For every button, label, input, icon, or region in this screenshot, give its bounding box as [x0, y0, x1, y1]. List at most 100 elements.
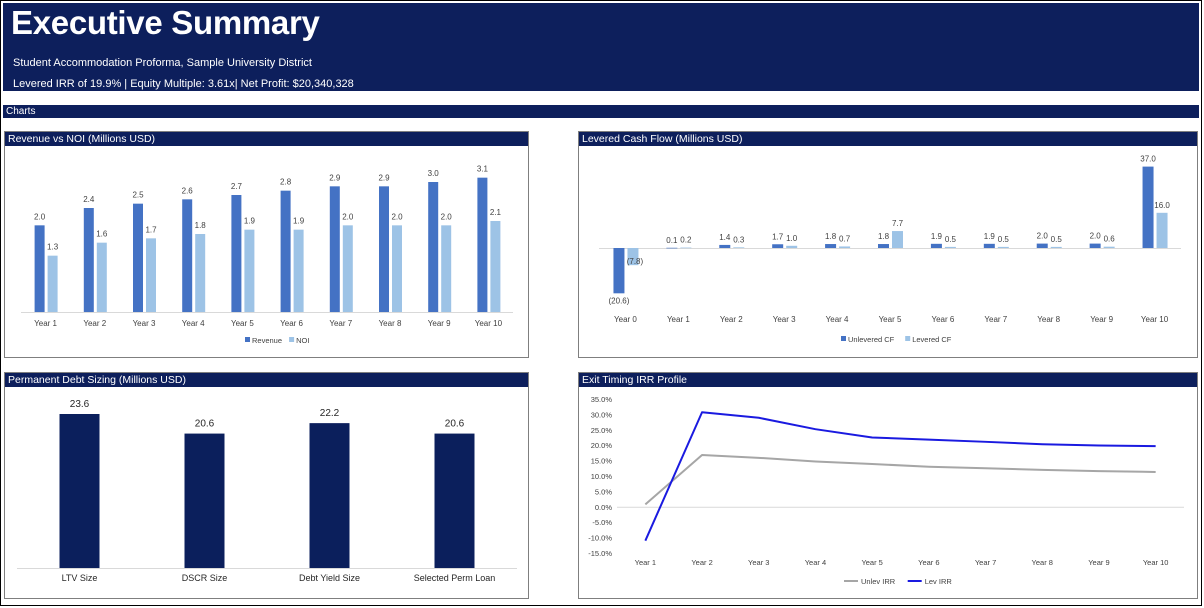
bar-unlevered-cf [983, 243, 995, 248]
data-label: 3.0 [428, 169, 440, 178]
x-tick-label: Year 5 [231, 319, 254, 328]
exit-irr-chart: 35.0% 30.0% 25.0% 20.0% 15.0% 10.0% 5.0% 0.0% -5… [588, 395, 1184, 586]
x-tick-label: Year 10 [475, 319, 503, 328]
legend-label: Revenue [252, 336, 282, 345]
header-banner: Executive Summary Student Accommodation … [3, 3, 1199, 91]
section-header-charts: Charts [3, 105, 1199, 118]
bar-unlevered-cf [719, 244, 731, 248]
x-tick-label: Year 10 [1141, 315, 1169, 324]
x-tick-label: Year 10 [1143, 558, 1169, 567]
data-label: 2.0 [1037, 232, 1049, 241]
bar-debt-size [309, 423, 350, 568]
x-tick-label: Year 8 [1032, 558, 1053, 567]
data-label: (20.6) [609, 296, 630, 305]
data-label: 2.9 [329, 173, 341, 182]
data-label: (7.8) [627, 257, 644, 266]
y-tick-label: 15.0% [591, 457, 613, 466]
legend-label: Levered CF [912, 335, 952, 344]
bar-revenue [428, 182, 439, 312]
levered-cash-flow-title: Levered Cash Flow (Millions USD) [579, 132, 1197, 146]
data-label: 1.7 [772, 232, 784, 241]
x-tick-label: Year 4 [805, 558, 826, 567]
y-tick-label: -15.0% [588, 549, 612, 558]
y-tick-label: 5.0% [595, 487, 612, 496]
legend-swatch [289, 337, 295, 342]
data-label: 0.5 [945, 235, 957, 244]
data-label: 1.9 [293, 217, 305, 226]
x-tick-label: LTV Size [62, 573, 98, 583]
data-label: 1.0 [786, 234, 798, 243]
bar-unlevered-cf [772, 244, 784, 248]
x-tick-label: Year 1 [667, 315, 690, 324]
bar-noi [146, 238, 156, 312]
bar-levered-cf [839, 246, 851, 248]
x-tick-label: DSCR Size [182, 573, 228, 583]
x-tick-label: Year 2 [720, 315, 743, 324]
x-tick-label: Year 0 [614, 315, 637, 324]
data-label: 1.9 [931, 232, 943, 241]
bar-levered-cf [892, 231, 903, 248]
x-tick-label: Year 7 [975, 558, 996, 567]
data-label: 2.9 [378, 173, 390, 182]
bar-levered-cf [680, 247, 692, 249]
data-label: 0.5 [1051, 235, 1063, 244]
data-label: 1.3 [47, 243, 59, 252]
bar-levered-cf [1156, 212, 1168, 248]
revenue-noi-chart: 2.0 1.3 Year 1 2.4 1.6 Year 2 2.5 1.7 Year 3 2.6 1… [21, 165, 513, 345]
x-tick-label: Year 8 [1037, 315, 1060, 324]
data-label: 1.6 [96, 230, 108, 239]
x-tick-label: Debt Yield Size [299, 573, 360, 583]
data-label: 1.4 [719, 233, 731, 242]
bar-revenue [379, 186, 389, 312]
data-label: 1.8 [825, 232, 837, 241]
bar-levered-cf [786, 245, 798, 248]
data-label: 1.8 [878, 232, 890, 241]
data-label: 2.0 [391, 212, 403, 221]
x-tick-label: Year 6 [931, 315, 954, 324]
x-tick-label: Year 7 [984, 315, 1007, 324]
revenue-noi-title: Revenue vs NOI (Millions USD) [5, 132, 528, 146]
data-label: 2.0 [441, 212, 453, 221]
x-tick-label: Year 2 [83, 319, 106, 328]
line-lev-irr [644, 411, 1156, 542]
y-tick-label: 25.0% [591, 426, 613, 435]
data-label: 1.8 [195, 221, 207, 230]
data-label: 2.0 [342, 212, 354, 221]
y-tick-label: 10.0% [591, 472, 613, 481]
data-label: 2.0 [34, 212, 46, 221]
bar-revenue [280, 190, 291, 312]
levered-cash-flow-panel: Levered Cash Flow (Millions USD) (20.6) (… [578, 131, 1198, 358]
data-label: 37.0 [1140, 155, 1156, 164]
bar-levered-cf [627, 248, 639, 266]
x-tick-label: Year 5 [861, 558, 882, 567]
bar-revenue [231, 195, 242, 312]
bar-noi [342, 225, 353, 312]
bar-revenue [477, 177, 488, 312]
debt-sizing-chart: 23.6 LTV Size 20.6 DSCR Size 22.2 Debt Yield … [17, 399, 517, 583]
data-label: 2.8 [280, 178, 292, 187]
bar-revenue [83, 208, 94, 312]
data-label: 20.6 [195, 419, 215, 430]
legend-label: Unlev IRR [861, 577, 896, 586]
bar-unlevered-cf [930, 243, 942, 248]
legend-swatch [841, 336, 846, 341]
bar-unlevered-cf [878, 244, 889, 248]
bar-debt-size [59, 414, 100, 568]
x-tick-label: Year 3 [133, 319, 156, 328]
data-label: 2.5 [132, 191, 144, 200]
bar-revenue [182, 199, 193, 312]
bar-revenue [133, 203, 143, 312]
page-subtitle: Student Accommodation Proforma, Sample U… [13, 57, 312, 69]
x-tick-label: Year 9 [1088, 558, 1109, 567]
data-label: 3.1 [477, 165, 489, 174]
data-label: 2.7 [231, 182, 243, 191]
x-tick-label: Selected Perm Loan [414, 573, 496, 583]
bar-noi [490, 221, 501, 312]
data-label: 2.4 [83, 195, 95, 204]
x-tick-label: Year 3 [748, 558, 769, 567]
data-label: 16.0 [1154, 201, 1170, 210]
x-tick-label: Year 4 [182, 319, 205, 328]
x-tick-label: Year 5 [879, 315, 902, 324]
bar-unlevered-cf [666, 247, 678, 249]
